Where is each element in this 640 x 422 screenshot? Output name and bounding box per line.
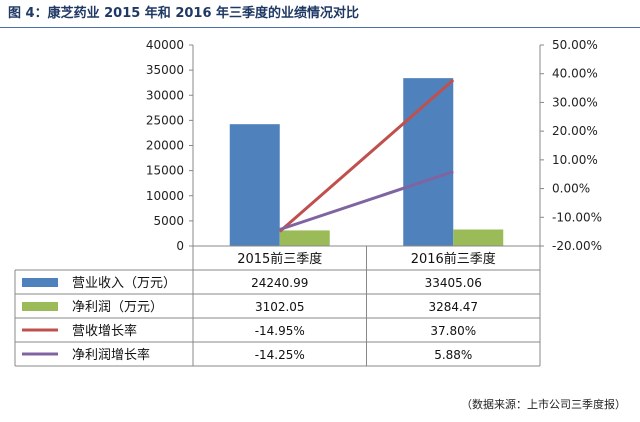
data-cell: 5.88% xyxy=(434,348,472,362)
legend-marker xyxy=(22,302,58,311)
category-label: 2016前三季度 xyxy=(411,251,496,267)
chart: 0 5000 10000 15000 20000 25000 30000 35000 40000… xyxy=(14,38,602,367)
revenue-growth-line xyxy=(278,78,455,233)
profit-bar xyxy=(453,229,504,246)
left-axis-tick-label: 40000 xyxy=(146,38,184,52)
right-axis-tick-label: 40.00% xyxy=(552,67,598,81)
right-axis-tick-label: 30.00% xyxy=(552,95,598,109)
data-cell: 33405.06 xyxy=(425,276,482,290)
data-cell: -14.25% xyxy=(255,348,305,362)
left-axis-tick-label: 0 xyxy=(176,239,184,253)
right-axis-tick-label: 20.00% xyxy=(552,124,598,138)
data-cell: 3284.47 xyxy=(428,300,478,314)
series-name: 营收增长率 xyxy=(72,323,137,339)
category-label: 2015前三季度 xyxy=(237,251,322,267)
right-axis-tick-label: 50.00% xyxy=(552,38,598,52)
series-name: 营业收入（万元） xyxy=(72,276,176,291)
left-axis-tick-label: 15000 xyxy=(146,164,184,178)
source-note: （数据来源：上市公司三季度报） xyxy=(461,398,626,411)
data-cell: -14.95% xyxy=(255,324,305,338)
chart-title: 图 4：康芝药业 2015 年和 2016 年三季度的业绩情况对比 xyxy=(8,6,360,21)
left-axis-tick-label: 30000 xyxy=(146,88,184,102)
left-axis-tick-label: 25000 xyxy=(146,113,184,127)
data-cell: 37.80% xyxy=(430,324,476,338)
revenue-bar xyxy=(403,78,454,246)
series-name: 净利润（万元） xyxy=(72,300,163,315)
profit-bar xyxy=(279,230,330,246)
right-axis-tick-label: 0.00% xyxy=(552,182,590,196)
data-cell: 3102.05 xyxy=(255,300,305,314)
left-axis-tick-label: 5000 xyxy=(153,214,184,228)
revenue-bar xyxy=(229,124,280,246)
data-cell: 24240.99 xyxy=(251,276,308,290)
series-name: 净利润增长率 xyxy=(72,347,150,363)
title-divider xyxy=(0,27,640,28)
right-axis-tick-label: -10.00% xyxy=(552,210,602,224)
left-axis-tick-label: 10000 xyxy=(146,189,184,203)
right-axis-tick-label: -20.00% xyxy=(552,239,602,253)
left-axis-tick-label: 20000 xyxy=(146,139,184,153)
profit-growth-line xyxy=(279,170,454,231)
left-axis-tick-label: 35000 xyxy=(146,63,184,77)
right-axis-tick-label: 10.00% xyxy=(552,153,598,167)
legend-marker xyxy=(22,278,58,287)
